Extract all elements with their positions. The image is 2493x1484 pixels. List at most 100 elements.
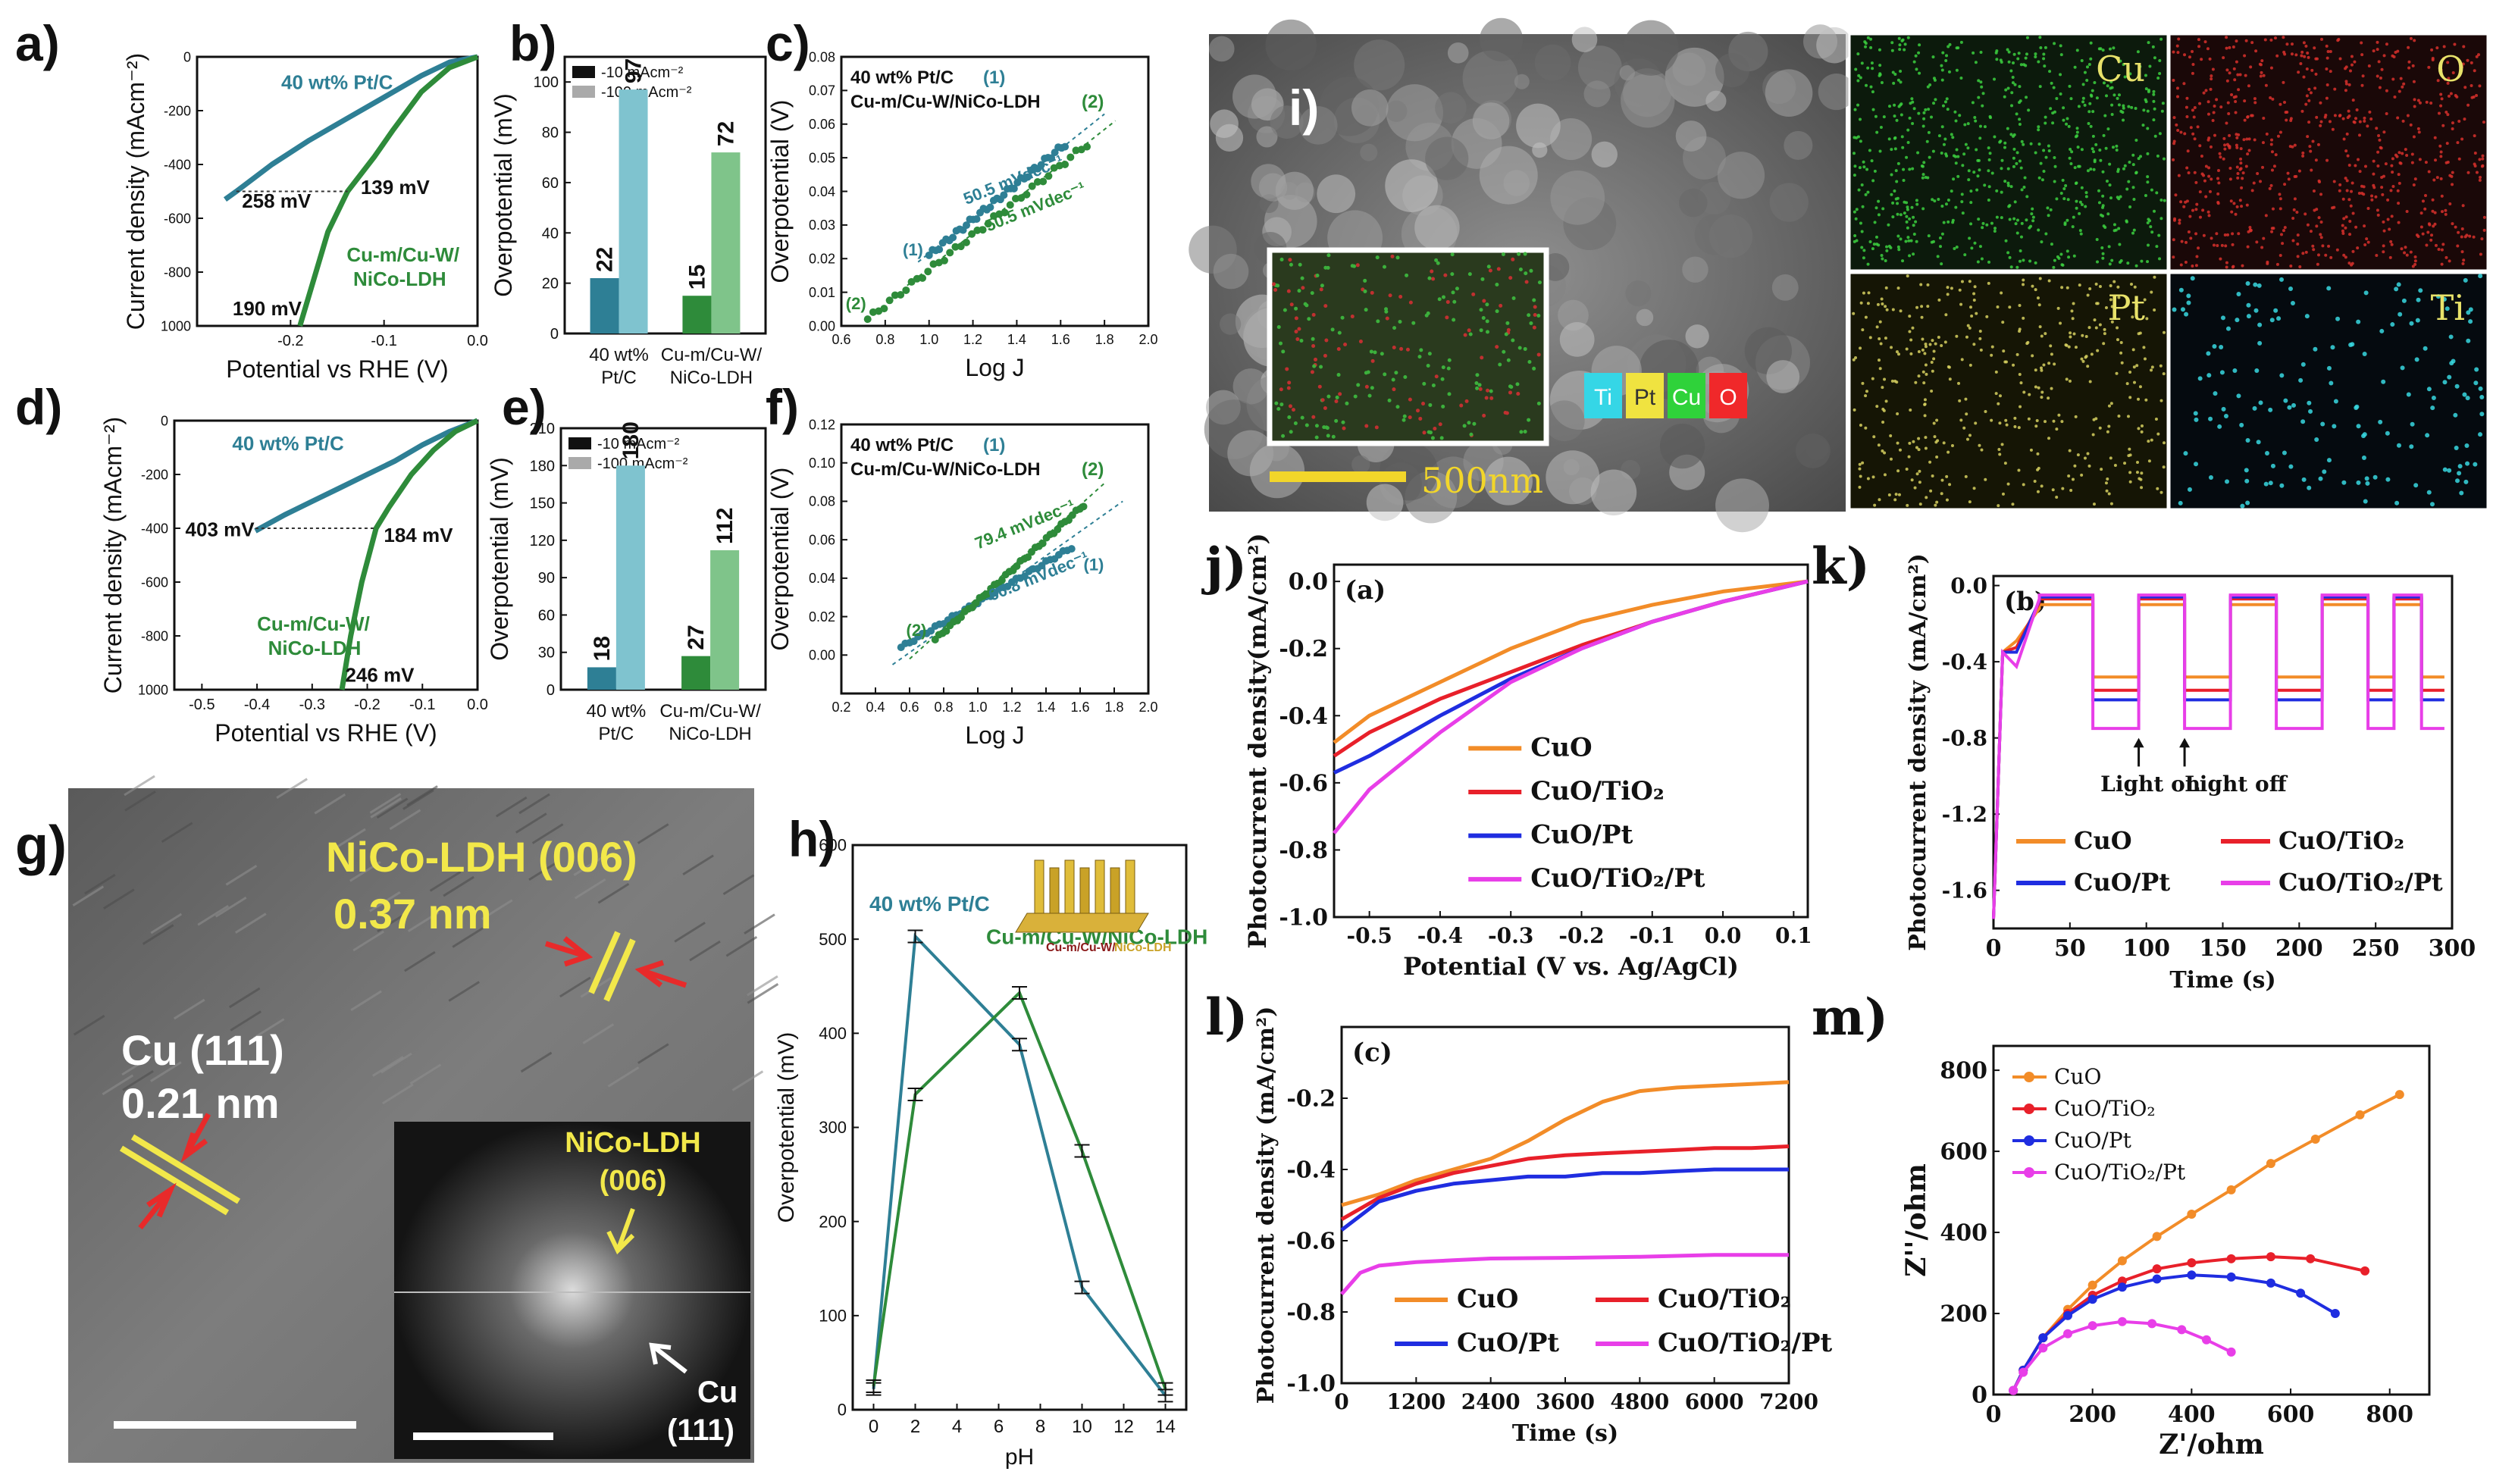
eds-dot [2396, 116, 2400, 120]
eds-dot [2256, 440, 2261, 445]
inset-dot [1374, 425, 1379, 430]
eds-dot [1864, 394, 1868, 398]
eds-dot [2226, 101, 2230, 105]
inset-dot [1439, 436, 1444, 440]
inset-dot [1431, 277, 1436, 281]
eds-dot [2137, 397, 2141, 401]
eds-dot [1993, 77, 1997, 81]
eds-dot [2240, 205, 2244, 208]
category-label: NiCo-LDH [670, 368, 753, 388]
eds-dot [2125, 187, 2129, 191]
eds-dot [2172, 142, 2176, 146]
eds-dot [2034, 261, 2037, 265]
y-tick-label: 0.06 [809, 532, 835, 547]
fringe-line [173, 998, 205, 1020]
inset-dot [1485, 302, 1489, 307]
eds-dot [2263, 481, 2269, 487]
eds-dot [1860, 246, 1864, 249]
inset-dot [1342, 426, 1346, 430]
x-tick-label: 8 [1035, 1417, 1045, 1437]
eds-dot [1988, 114, 1992, 118]
eds-dot [2304, 314, 2310, 319]
eds-dot [2206, 138, 2210, 142]
eds-dot [2326, 365, 2332, 371]
inset-dot [1289, 302, 1294, 307]
eds-dot [1974, 61, 1978, 64]
eds-dot [1936, 255, 1940, 258]
eds-dot [2018, 85, 2022, 89]
eds-dot [2076, 453, 2080, 457]
inset-dot [1380, 352, 1384, 356]
eds-dot [1878, 149, 1882, 153]
eds-dot [2005, 423, 2009, 427]
chart-l: l)-0.2-0.4-0.6-0.8-1.00 1200 2400 3600 4800 6… [1205, 988, 1833, 1447]
eds-dot [2158, 72, 2162, 76]
eds-dot [2221, 406, 2226, 412]
eds-dot [2125, 382, 2129, 386]
eds-dot [1966, 324, 1970, 327]
eds-dot [1940, 68, 1944, 72]
eds-dot [2116, 96, 2119, 100]
eds-dot [1927, 130, 1931, 134]
eds-dot [2273, 308, 2278, 313]
inset-dot [1331, 434, 1336, 439]
eds-dot [1946, 293, 1950, 296]
eds-dot [2009, 265, 2013, 269]
inset-dot [1532, 366, 1536, 371]
sem-grain [1414, 205, 1460, 251]
eds-dot [1895, 180, 1899, 183]
eds-dot [2234, 111, 2238, 114]
eds-dot [2084, 355, 2088, 358]
sem-eds-panel: 500nm i) Ti Pt Cu O Cu OPt Ti [1189, 17, 2489, 533]
chart-j: j) 0.0-0.2-0.4-0.6-0.8-1.0-0.5 -0.4 -0.3 -0.… [1201, 533, 1812, 981]
bar-value-label: 15 [684, 265, 709, 290]
fringe-line [369, 793, 402, 814]
eds-dot [1921, 348, 1925, 352]
eds-dot [1921, 176, 1925, 180]
inset-dot [1472, 421, 1477, 426]
eds-dot [2206, 210, 2210, 214]
eds-dot [2304, 102, 2308, 106]
eds-dot [2091, 147, 2094, 151]
eds-dot [2326, 50, 2330, 54]
inset-dot [1385, 316, 1389, 321]
eds-dot [2355, 108, 2359, 112]
eds-dot [2466, 310, 2471, 315]
eds-dot [1897, 36, 1901, 40]
eds-dot [1860, 230, 1864, 233]
eds-dot [1943, 100, 1947, 104]
eds-dot [2144, 194, 2147, 198]
eds-dot [2236, 292, 2241, 297]
eds-dot [1853, 408, 1856, 412]
inset-dot [1315, 273, 1320, 277]
eds-dot [2188, 214, 2192, 218]
y-tick-label: -200 [141, 467, 168, 482]
eds-dot [1869, 45, 1873, 49]
legend-marker [2024, 1072, 2034, 1082]
inset-dot [1527, 359, 1532, 364]
eds-dot [2020, 221, 2024, 225]
eds-dot [2249, 229, 2253, 233]
eds-dot [2076, 146, 2080, 149]
inset-dot [1424, 313, 1429, 318]
eds-dot [2219, 155, 2222, 159]
fringe-line [744, 913, 775, 935]
eds-dot [2300, 109, 2304, 113]
eds-dot [2152, 92, 2156, 96]
eds-dot [1881, 420, 1885, 424]
eds-dot [2274, 153, 2278, 157]
eds-dot [2228, 167, 2232, 171]
eds-dot [2001, 321, 2005, 324]
eds-dot [2234, 100, 2238, 104]
eds-dot [2037, 128, 2040, 132]
fringe-line [124, 775, 155, 797]
eds-dot [2433, 222, 2437, 226]
eds-dot [2397, 89, 2401, 93]
inset-dot [1478, 387, 1483, 391]
inset-dot [1358, 340, 1363, 344]
eds-dot [2283, 226, 2287, 230]
eds-dot [2439, 150, 2443, 154]
eds-dot [2103, 114, 2107, 117]
eds-dot [2341, 231, 2345, 235]
data-point [998, 576, 1006, 584]
